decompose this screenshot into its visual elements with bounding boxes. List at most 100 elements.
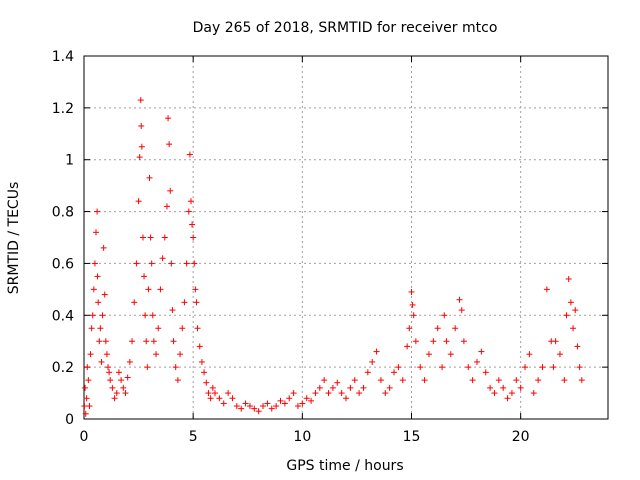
- data-point: [233, 403, 240, 410]
- data-point: [395, 364, 402, 371]
- data-point: [500, 384, 507, 391]
- data-point: [334, 379, 341, 386]
- data-point: [526, 351, 533, 358]
- data-point: [106, 369, 113, 376]
- data-point: [90, 286, 97, 293]
- data-point: [360, 384, 367, 391]
- data-point: [478, 348, 485, 355]
- data-point: [155, 325, 162, 332]
- data-point: [576, 364, 583, 371]
- data-point: [299, 400, 306, 407]
- data-point: [141, 273, 148, 280]
- data-point: [522, 364, 529, 371]
- data-point: [122, 390, 129, 397]
- data-point: [144, 364, 151, 371]
- data-point: [491, 390, 498, 397]
- data-point: [469, 377, 476, 384]
- data-point: [552, 338, 559, 345]
- data-point: [273, 403, 280, 410]
- data-point: [530, 390, 537, 397]
- data-point: [386, 384, 393, 391]
- data-point: [102, 338, 109, 345]
- data-point: [126, 358, 133, 365]
- data-point: [268, 405, 275, 412]
- y-tick-label: 0.6: [52, 256, 74, 272]
- y-tick-label: 1.2: [52, 101, 74, 117]
- data-point: [281, 400, 288, 407]
- data-point: [193, 299, 200, 306]
- data-point: [124, 374, 131, 381]
- data-point: [148, 260, 155, 267]
- data-point: [238, 405, 245, 412]
- data-point: [447, 351, 454, 358]
- data-point: [410, 312, 417, 319]
- data-point: [81, 403, 88, 410]
- data-point: [495, 377, 502, 384]
- data-point: [286, 395, 293, 402]
- data-point: [382, 390, 389, 397]
- data-point: [406, 325, 413, 332]
- data-point: [203, 379, 210, 386]
- y-axis-label: SRMTID / TECUs: [6, 182, 22, 295]
- data-point: [85, 377, 92, 384]
- data-point: [196, 343, 203, 350]
- x-tick-label: 20: [512, 429, 530, 445]
- data-point: [290, 390, 297, 397]
- data-point: [165, 115, 172, 122]
- data-point: [99, 312, 106, 319]
- data-point: [169, 307, 176, 314]
- data-point: [137, 97, 144, 104]
- data-point: [138, 123, 145, 130]
- data-point: [570, 325, 577, 332]
- data-point: [133, 260, 140, 267]
- x-axis-label: GPS time / hours: [286, 458, 403, 474]
- plot-frame: [83, 55, 609, 420]
- data-point: [209, 384, 216, 391]
- data-point: [458, 307, 465, 314]
- data-point: [567, 299, 574, 306]
- x-tick-label: 15: [403, 429, 421, 445]
- data-point: [364, 369, 371, 376]
- data-point: [100, 244, 107, 251]
- data-point: [260, 403, 267, 410]
- data-point: [539, 364, 546, 371]
- data-point: [190, 234, 197, 241]
- chart-title: Day 265 of 2018, SRMTID for receiver mtc…: [193, 20, 498, 36]
- data-point: [139, 234, 146, 241]
- data-point: [97, 325, 104, 332]
- data-point: [452, 325, 459, 332]
- data-point: [430, 338, 437, 345]
- data-point: [412, 338, 419, 345]
- data-point: [150, 338, 157, 345]
- data-point: [535, 377, 542, 384]
- data-point: [251, 405, 258, 412]
- y-tick-label: 1.4: [52, 49, 74, 65]
- data-point: [308, 397, 315, 404]
- data-point: [172, 364, 179, 371]
- data-point: [338, 390, 345, 397]
- data-point: [146, 174, 153, 181]
- data-point: [179, 325, 186, 332]
- data-point: [177, 351, 184, 358]
- x-tick-label: 0: [80, 429, 89, 445]
- data-point: [294, 403, 301, 410]
- data-point: [157, 286, 164, 293]
- data-point: [83, 395, 90, 402]
- data-point: [170, 338, 177, 345]
- y-axis: 0 0.2 0.4 0.6 0.8 1 1.2 1.4: [52, 49, 608, 428]
- data-point: [183, 260, 190, 267]
- data-point: [185, 208, 192, 215]
- data-point: [109, 384, 116, 391]
- data-point: [138, 143, 145, 150]
- data-point: [187, 198, 194, 205]
- y-tick-label: 0.4: [52, 308, 74, 324]
- data-point: [443, 338, 450, 345]
- data-point: [574, 343, 581, 350]
- data-point: [84, 364, 91, 371]
- data-point: [377, 377, 384, 384]
- data-point: [142, 312, 149, 319]
- data-point: [264, 400, 271, 407]
- data-point: [101, 291, 108, 298]
- data-point: [216, 395, 223, 402]
